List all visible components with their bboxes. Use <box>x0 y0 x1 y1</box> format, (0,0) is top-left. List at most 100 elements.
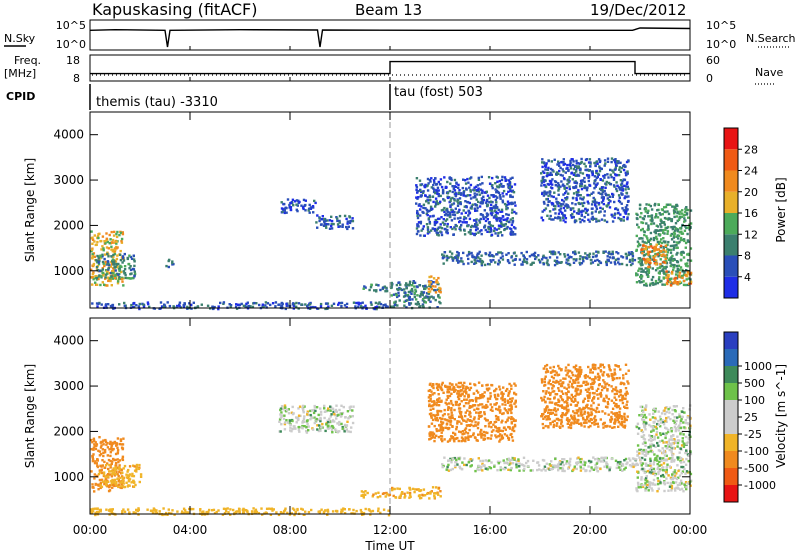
velocity-cell <box>469 412 472 415</box>
power-cell <box>436 231 440 235</box>
power-cell <box>505 227 508 230</box>
velocity-cell <box>128 465 132 468</box>
power-cell <box>426 210 429 213</box>
velocity-cell <box>427 389 430 393</box>
power-cell <box>464 179 467 182</box>
power-cell <box>97 256 100 260</box>
velocity-cell <box>561 458 564 461</box>
power-cell <box>110 255 113 258</box>
power-cell <box>581 204 585 208</box>
power-cell <box>95 302 99 305</box>
power-cell <box>466 224 469 228</box>
power-cell <box>676 228 680 231</box>
power-cell <box>596 182 599 185</box>
power-cell <box>374 301 378 305</box>
power-cell <box>495 217 498 221</box>
velocity-cell <box>435 428 438 431</box>
power-cell <box>280 304 284 308</box>
power-cell <box>113 276 117 280</box>
power-cell <box>121 280 124 283</box>
power-cell <box>574 259 578 262</box>
power-cell <box>585 189 589 192</box>
velocity-cell <box>464 437 468 440</box>
power-cell <box>494 198 498 202</box>
power-cell <box>683 229 687 232</box>
velocity-cell <box>517 465 521 468</box>
power-cell <box>489 203 493 207</box>
power-cell <box>120 277 123 281</box>
power-cell <box>457 191 460 195</box>
velocity-cell <box>465 391 468 394</box>
power-cell <box>455 254 458 257</box>
power-cell <box>676 267 679 270</box>
power-cell <box>486 198 489 202</box>
velocity-cell <box>506 411 510 415</box>
power-cell <box>594 204 597 207</box>
power-cell <box>415 232 419 236</box>
velocity-cell <box>120 468 123 472</box>
velocity-cell <box>423 494 427 497</box>
power-cell <box>658 212 661 215</box>
power-cell <box>581 179 585 182</box>
power-cell <box>572 216 575 219</box>
power-cell <box>659 223 662 226</box>
velocity-cell <box>486 397 490 400</box>
power-cell <box>584 211 588 214</box>
velocity-cell <box>323 410 327 413</box>
power-cell <box>375 290 378 293</box>
velocity-cell <box>480 436 483 439</box>
power-cell <box>555 171 559 174</box>
velocity-cell <box>620 417 624 421</box>
velocity-cell <box>455 403 458 406</box>
power-cell <box>124 276 127 280</box>
power-cell <box>106 252 109 256</box>
velocity-cell <box>348 508 351 511</box>
power-cell <box>540 184 543 187</box>
velocity-cell <box>475 407 479 410</box>
power-cell <box>543 183 546 187</box>
power-cell <box>586 168 589 171</box>
power-cell <box>623 196 626 200</box>
power-cell <box>418 203 421 206</box>
velocity-cell <box>561 461 564 464</box>
power-cell <box>580 157 583 161</box>
power-cell <box>491 184 494 187</box>
power-cell <box>112 234 116 237</box>
power-cell <box>217 307 220 311</box>
power-cell <box>462 218 466 221</box>
power-cell <box>604 192 607 195</box>
power-cell <box>649 282 652 285</box>
velocity-cell <box>343 430 346 433</box>
power-cell <box>436 233 439 236</box>
power-cell <box>421 191 425 194</box>
power-cell <box>418 179 422 182</box>
power-cell <box>343 304 347 307</box>
velocity-cell <box>479 468 482 471</box>
velocity-cell <box>376 496 379 499</box>
power-cell <box>654 254 657 258</box>
power-cell <box>688 282 691 285</box>
power-cell <box>456 198 460 202</box>
velocity-cell <box>229 508 232 511</box>
velocity-cell <box>551 465 555 468</box>
power-cell <box>647 268 650 272</box>
power-cell <box>133 272 137 276</box>
power-cell <box>641 227 644 231</box>
power-cell <box>580 202 584 205</box>
velocity-cell <box>548 463 551 466</box>
power-cell <box>556 256 559 259</box>
velocity-cell <box>152 509 156 512</box>
power-cell <box>472 255 476 259</box>
velocity-cell <box>119 472 123 475</box>
velocity-cell <box>619 393 622 396</box>
velocity-cell <box>327 427 330 430</box>
velocity-cell <box>205 510 208 514</box>
power-cell <box>646 237 649 240</box>
velocity-cell <box>319 407 322 410</box>
power-cell <box>622 216 625 219</box>
power-cell <box>483 226 486 229</box>
velocity-cell <box>427 399 431 403</box>
velocity-cell <box>431 404 434 407</box>
power-cell <box>481 213 484 217</box>
power-cell <box>122 284 125 287</box>
